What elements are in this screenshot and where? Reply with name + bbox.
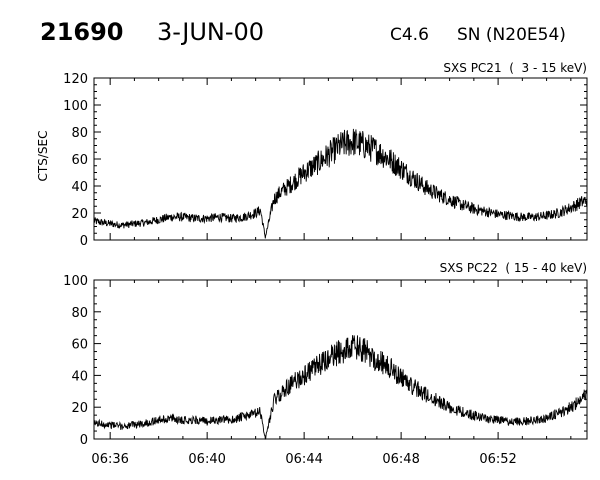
- event-date: 3-JUN-00: [157, 18, 264, 46]
- y-tick-label: 60: [71, 153, 88, 168]
- plot-area-pc22: 0 20 40 60 80 100 06:36 06:40 06:44 06:48 06:52: [63, 274, 588, 467]
- panel-pc22: SXS PC22 ( 15 - 40 keV) 0 20 40 60 80 100 06:3…: [63, 261, 588, 467]
- y-tick-label: 80: [71, 306, 88, 321]
- x-tick-label: 06:48: [382, 452, 419, 467]
- y-tick-label: 60: [71, 338, 88, 353]
- flare-class: C4.6: [390, 25, 429, 45]
- x-tick-label: 06:44: [285, 452, 322, 467]
- y-tick-label: 80: [71, 126, 88, 141]
- event-id: 21690: [40, 18, 124, 46]
- count-rate-line: [93, 128, 588, 239]
- y-tick-label: 0: [80, 433, 88, 448]
- x-tick-label: 06:40: [188, 452, 225, 467]
- count-rate-line: [93, 335, 588, 440]
- y-tick-label: 20: [71, 207, 88, 222]
- y-tick-label: 0: [80, 234, 88, 249]
- panel-title: SXS PC22 ( 15 - 40 keV): [440, 261, 587, 275]
- y-tick-label: 40: [71, 180, 88, 195]
- y-tick-label: 100: [63, 274, 88, 289]
- panel-title: SXS PC21 ( 3 - 15 keV): [443, 61, 587, 75]
- panel-pc21: SXS PC21 ( 3 - 15 keV) CTS/SEC 0 20 40 60 80…: [36, 61, 588, 249]
- y-axis-label: CTS/SEC: [36, 131, 50, 182]
- y-tick-label: 100: [63, 99, 88, 114]
- x-tick-label: 06:52: [479, 452, 516, 467]
- y-tick-label: 20: [71, 401, 88, 416]
- x-tick-label: 06:36: [91, 452, 128, 467]
- plot-area-pc21: 0 20 40 60 80 100 120: [63, 72, 588, 249]
- flare-location: SN (N20E54): [457, 25, 566, 45]
- y-tick-label: 120: [63, 72, 88, 87]
- y-tick-label: 40: [71, 369, 88, 384]
